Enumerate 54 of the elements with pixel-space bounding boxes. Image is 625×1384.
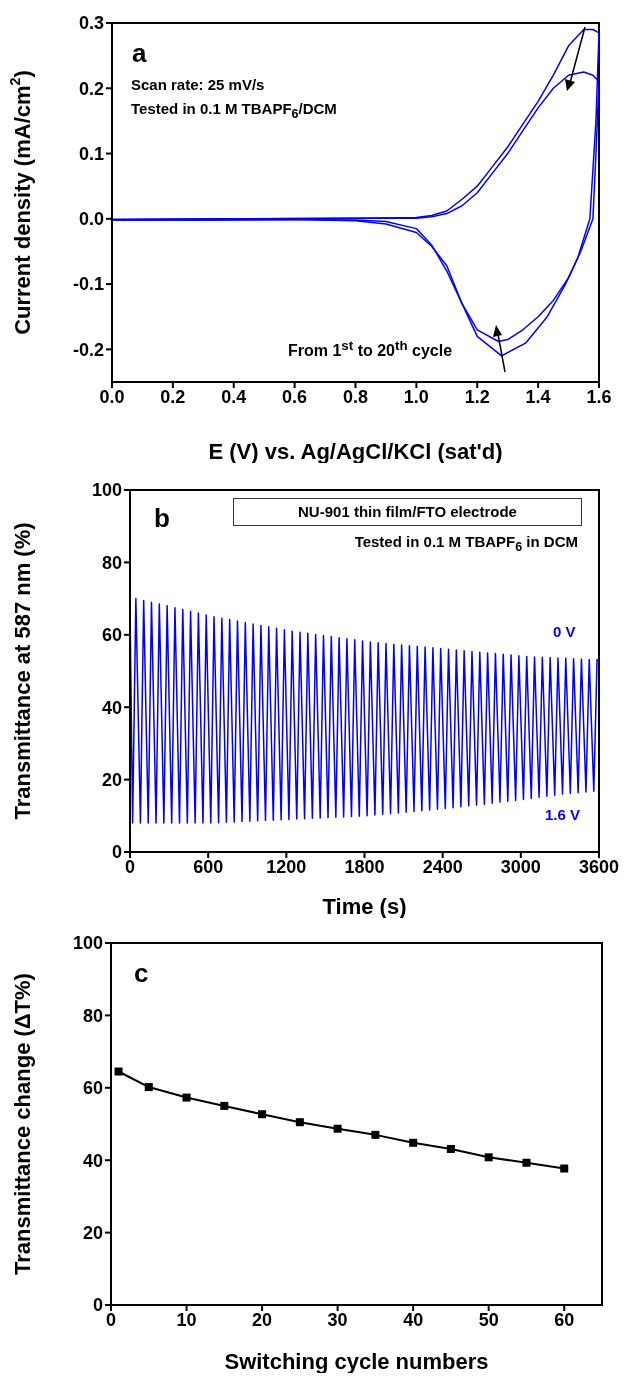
y-tick-label: 100 xyxy=(72,933,103,954)
x-tick-label: 20 xyxy=(252,1309,273,1330)
x-tick-label: 40 xyxy=(403,1309,424,1330)
y-tick-label: -0.1 xyxy=(72,274,104,295)
y-tick-label: 80 xyxy=(82,1005,103,1026)
x-tick-label: 3000 xyxy=(500,856,541,877)
y-tick-label: -0.2 xyxy=(72,339,104,360)
annotation: 1.6 V xyxy=(545,806,581,824)
x-tick-label: 3600 xyxy=(578,856,620,877)
y-tick-label: 0.1 xyxy=(78,143,104,164)
x-tick-label: 0.4 xyxy=(221,386,247,407)
annotation: 0 V xyxy=(553,623,576,641)
x-tick-label: 0.2 xyxy=(160,386,186,407)
annotation: b xyxy=(154,503,170,535)
y-tick-label: 20 xyxy=(82,1222,103,1243)
annotation: c xyxy=(134,958,149,990)
x-tick-label: 0.8 xyxy=(342,386,369,407)
y-tick-label: 0.2 xyxy=(78,78,104,99)
y-axis-title: Transmittance at 587 nm (%) xyxy=(9,522,35,820)
x-axis-title: Time (s) xyxy=(322,894,407,919)
x-tick-label: 1.2 xyxy=(464,386,490,407)
y-tick-label: 60 xyxy=(101,625,122,646)
x-tick-label: 1800 xyxy=(344,856,385,877)
y-tick-label: 20 xyxy=(101,769,122,790)
y-tick-label: 0.3 xyxy=(78,13,104,34)
y-tick-label: 40 xyxy=(101,697,122,718)
x-tick-label: 50 xyxy=(478,1309,499,1330)
x-tick-label: 600 xyxy=(193,856,224,877)
annotation: From 1$^{st}$ to 20$^{th}$ cycle xyxy=(288,338,453,361)
x-tick-label: 30 xyxy=(327,1309,348,1330)
x-tick-label: 1.6 xyxy=(586,386,612,407)
x-tick-label: 10 xyxy=(176,1309,197,1330)
x-tick-label: 60 xyxy=(554,1309,575,1330)
y-tick-label: 0 xyxy=(111,842,122,863)
y-tick-label: 40 xyxy=(82,1150,103,1171)
y-tick-label: 0.0 xyxy=(78,209,104,230)
x-tick-label: 0 xyxy=(124,856,136,877)
x-axis-title: Switching cycle numbers xyxy=(224,1349,489,1374)
x-tick-label: 1.4 xyxy=(525,386,551,407)
annotation: Tested in 0.1 M TBAPF$_{6}$ in DCM xyxy=(354,533,578,555)
annotation: NU-901 thin film/FTO electrode xyxy=(233,498,582,526)
y-tick-label: 60 xyxy=(82,1078,103,1099)
annotation: a xyxy=(132,38,147,70)
y-tick-label: 80 xyxy=(101,552,122,573)
x-tick-label: 2400 xyxy=(422,856,463,877)
y-tick-label: 100 xyxy=(91,480,122,501)
x-axis-title: E (V) vs. Ag/AgCl/KCl (sat'd) xyxy=(208,439,503,464)
x-tick-label: 1.0 xyxy=(403,386,429,407)
annotation: Tested in 0.1 M TBAPF$_{6}$/DCM xyxy=(131,100,337,122)
x-tick-label: 1200 xyxy=(266,856,307,877)
y-axis-title: Transmittance change (ΔT%) xyxy=(9,973,35,1275)
annotation: Scan rate: 25 mV/s xyxy=(131,76,265,94)
y-tick-label: 0 xyxy=(92,1295,103,1316)
x-tick-label: 0.6 xyxy=(282,386,308,407)
